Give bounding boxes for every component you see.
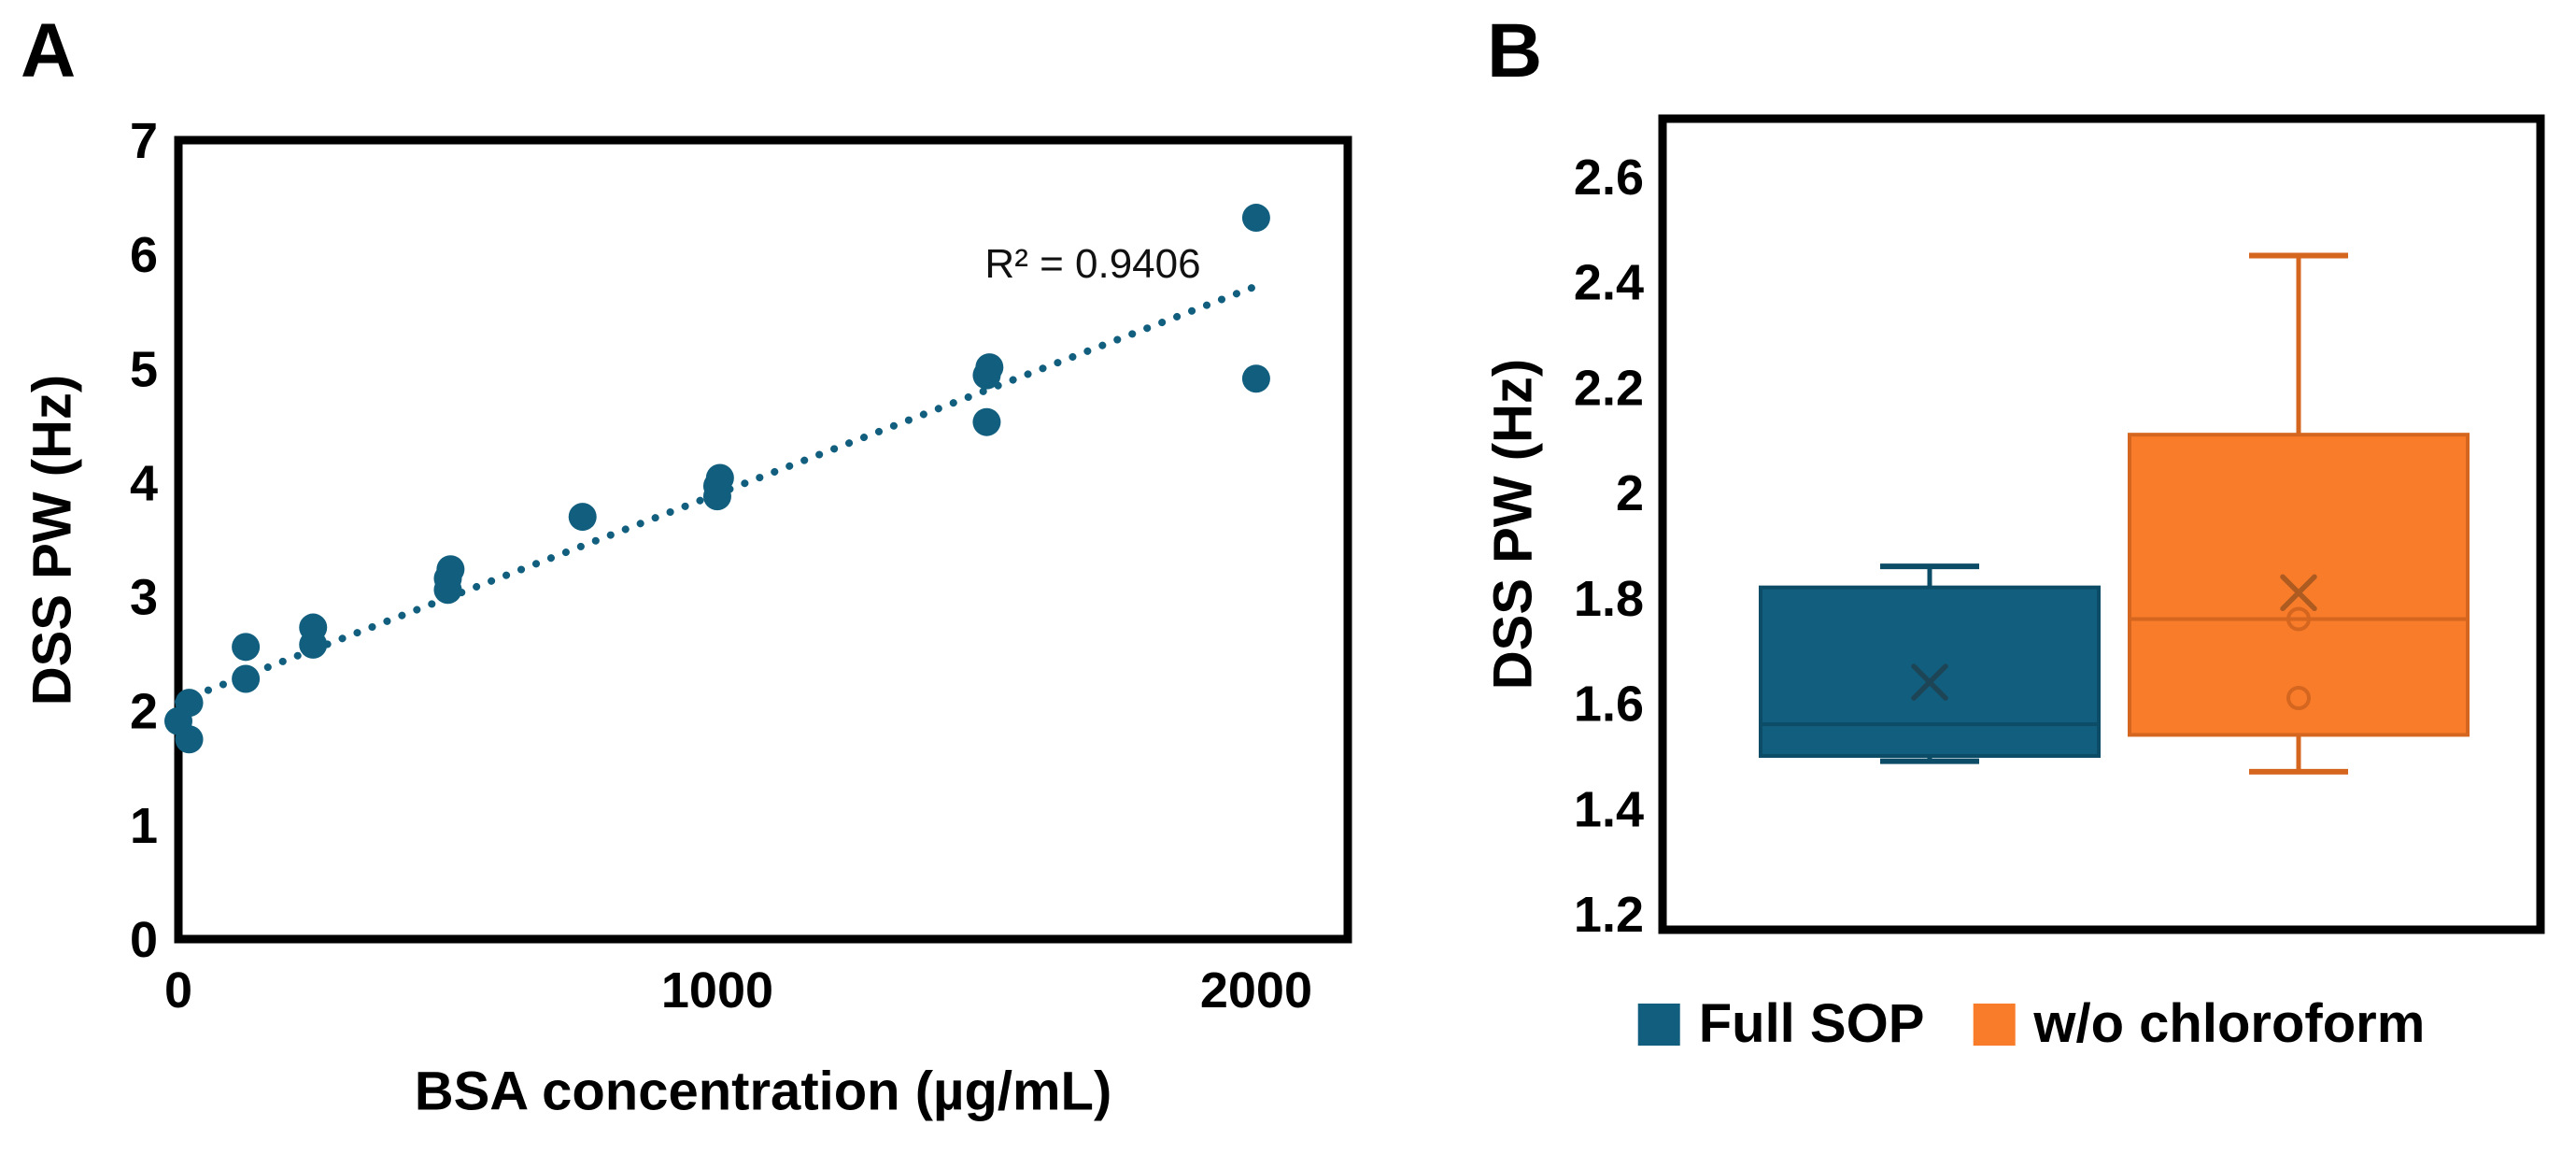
panel-b-y-tick-label: 1.8 [1574, 571, 1644, 627]
panel-b-y-tick-label: 2.6 [1574, 150, 1644, 206]
panel-b-plot-frame [1658, 114, 2545, 934]
panel-a-label: A [21, 8, 77, 93]
panel-a-y-tick-label: 7 [130, 113, 158, 169]
legend-item-wo-chloroform: w/o chloroform [1973, 997, 2425, 1051]
panel-a-y-tick-label: 6 [130, 227, 158, 283]
trendline-dotted [175, 281, 1263, 705]
panel-b-y-tick-label: 1.2 [1574, 887, 1644, 943]
panel-b-y-axis-title: DSS PW (Hz) [1482, 358, 1544, 691]
scatter-point [299, 613, 328, 642]
panel-b-y-tick-label: 1.4 [1574, 781, 1644, 837]
panel-a-y-tick-label: 2 [130, 684, 158, 740]
panel-b-y-tick-label: 2.4 [1574, 255, 1644, 311]
scatter-point [175, 725, 204, 754]
panel-a-y-tick-label: 0 [130, 912, 158, 968]
r-squared-annotation: R² = 0.9406 [984, 241, 1201, 287]
scatter-point [1241, 364, 1270, 393]
box-orange [2128, 433, 2470, 737]
panel-a-x-tick-label: 2000 [1200, 962, 1312, 1019]
panel-b-y-tick-label: 1.6 [1574, 677, 1644, 733]
legend-swatch-full-sop [1637, 1003, 1680, 1046]
panel-b-y-tick-label: 2 [1616, 465, 1644, 521]
box-data-point [2286, 606, 2311, 632]
legend-item-full-sop: Full SOP [1637, 993, 1925, 1054]
mean-x-marker [1911, 663, 1948, 701]
panel-b-label: B [1487, 8, 1543, 93]
panel-a-x-tick-label: 1000 [661, 962, 773, 1019]
panel-a-x-axis-title: BSA concentration (µg/mL) [414, 1061, 1112, 1122]
box-teal [1759, 585, 2101, 758]
legend: Full SOP w/o chloroform [1637, 993, 2425, 1054]
panel-a-y-tick-label: 4 [130, 455, 158, 511]
scatter-point [436, 555, 465, 584]
panel-a-plot-frame [174, 135, 1352, 944]
panel-a-y-tick-label: 3 [130, 570, 158, 626]
scatter-point [1241, 204, 1270, 233]
box-data-point [2286, 686, 2311, 710]
scatter-point [568, 503, 597, 532]
panel-a-y-tick-label: 5 [130, 341, 158, 397]
scatter-point [705, 463, 734, 492]
panel-b-y-tick-label: 2.2 [1574, 360, 1644, 416]
scatter-point [232, 633, 261, 662]
scatter-point [232, 664, 261, 693]
legend-label-wo-chloroform: w/o chloroform [2033, 993, 2426, 1054]
scatter-point [175, 689, 204, 718]
mean-x-marker [2280, 574, 2317, 612]
panel-a-y-tick-label: 1 [130, 798, 158, 854]
legend-label-full-sop: Full SOP [1698, 993, 1925, 1054]
legend-swatch-wo-chloroform [1973, 1003, 2016, 1046]
panel-a-x-tick-label: 0 [164, 962, 192, 1019]
scatter-point [972, 407, 1001, 436]
scatter-point [975, 353, 1004, 382]
panel-a-y-axis-title: DSS PW (Hz) [21, 374, 83, 706]
